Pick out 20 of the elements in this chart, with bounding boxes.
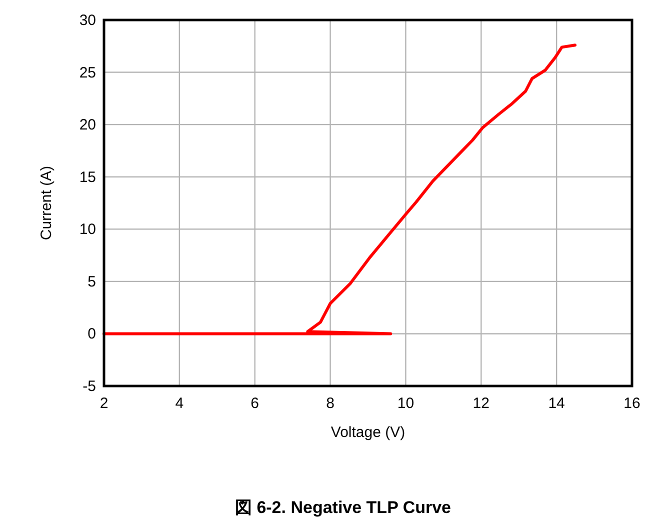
y-tick-label: 20 — [79, 116, 96, 134]
x-tick-label: 16 — [624, 395, 640, 412]
x-tick-label: 14 — [548, 395, 565, 412]
x-tick-label: 2 — [100, 395, 108, 412]
text: 図 6-2. Negative TLP Curve — [234, 498, 452, 517]
y-tick-label: 5 — [88, 273, 96, 290]
y-axis-title: Current (A) — [38, 166, 55, 240]
x-axis-title: Voltage (V) — [330, 424, 406, 441]
y-tick-label: 25 — [79, 64, 96, 82]
x-tick-label: 10 — [397, 395, 414, 412]
x-tick-label: 6 — [250, 395, 260, 412]
x-tick-label: 8 — [326, 395, 334, 412]
x-tick-label: 12 — [472, 395, 490, 412]
y-tick-label: 15 — [79, 168, 96, 186]
y-tick-label: 30 — [79, 12, 96, 29]
y-tick-label: -5 — [82, 378, 96, 395]
y-tick-label: 0 — [88, 326, 96, 343]
line-series — [102, 44, 577, 336]
x-tick-label: 4 — [175, 395, 184, 412]
y-tick-label: 10 — [79, 221, 96, 238]
